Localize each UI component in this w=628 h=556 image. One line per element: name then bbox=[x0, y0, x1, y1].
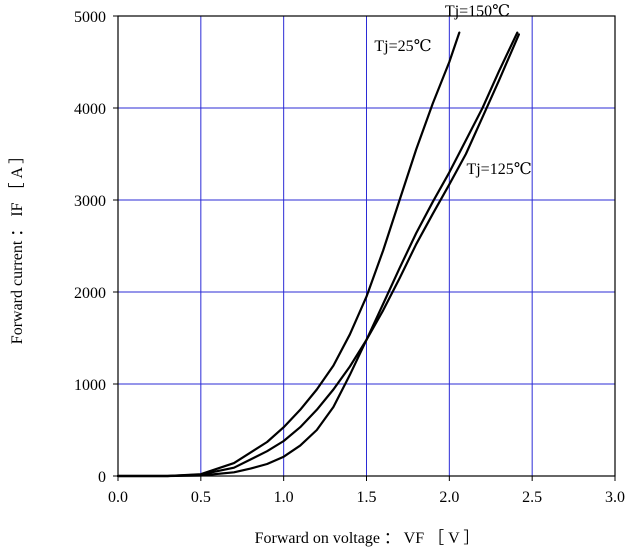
x-tick-label: 2.5 bbox=[522, 489, 542, 506]
x-tick-label: 0.0 bbox=[108, 489, 128, 506]
series-line bbox=[118, 33, 459, 476]
x-tick-labels: 0.0 0.5 1.0 1.5 2.0 2.5 3.0 bbox=[108, 489, 625, 506]
series-label: Tj=125℃ bbox=[466, 161, 531, 178]
grid bbox=[113, 16, 615, 481]
y-tick-label: 0 bbox=[98, 469, 106, 486]
x-tick-label: 1.5 bbox=[357, 489, 377, 506]
series-label: Tj=150℃ bbox=[445, 3, 510, 20]
y-tick-label: 5000 bbox=[74, 9, 106, 26]
y-tick-label: 4000 bbox=[74, 101, 106, 118]
x-tick-label: 1.0 bbox=[274, 489, 294, 506]
x-tick-label: 2.0 bbox=[439, 489, 459, 506]
y-tick-label: 3000 bbox=[74, 193, 106, 210]
series-line bbox=[118, 34, 519, 476]
y-tick-label: 2000 bbox=[74, 285, 106, 302]
y-tick-label: 1000 bbox=[74, 377, 106, 394]
y-tick-labels: 0 1000 2000 3000 4000 5000 bbox=[74, 9, 106, 486]
x-tick-label: 0.5 bbox=[191, 489, 211, 506]
x-tick-label: 3.0 bbox=[605, 489, 625, 506]
series-labels: Tj=25℃ Tj=150℃ Tj=125℃ bbox=[374, 3, 531, 178]
x-axis-title: Forward on voltage ： VF ［ V ］ bbox=[255, 529, 480, 547]
series-label: Tj=25℃ bbox=[374, 38, 431, 55]
series-lines bbox=[118, 33, 519, 476]
y-axis-title: Forward current ： IF ［ A ］ bbox=[8, 148, 26, 344]
